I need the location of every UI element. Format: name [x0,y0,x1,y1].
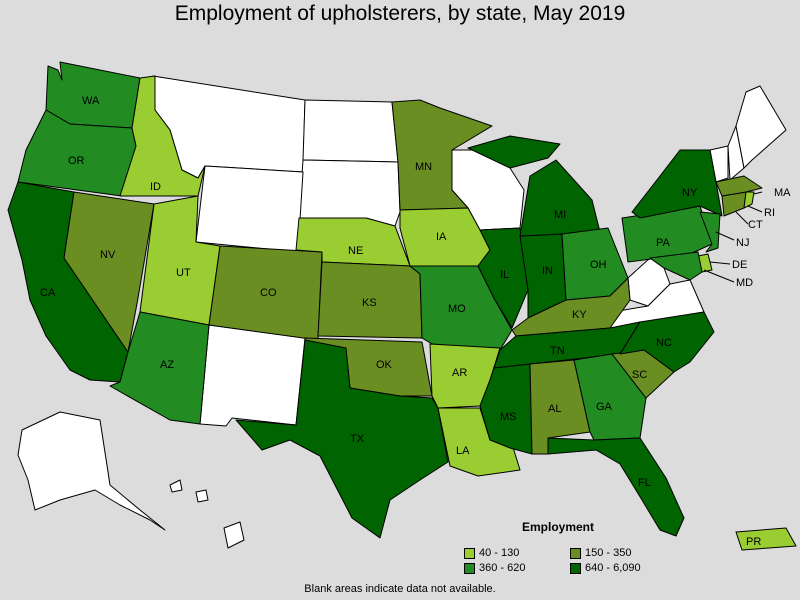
label-FL: FL [638,477,651,489]
state-NY [631,149,723,219]
state-MN [391,99,493,211]
label-TX: TX [350,433,365,445]
legend-swatch-3 [464,562,475,574]
label-CA: CA [40,287,56,299]
label-ID: ID [150,181,161,193]
state-TX [235,339,449,539]
state-AK [17,411,166,531]
state-HI [169,479,245,549]
label-NE: NE [348,245,363,257]
label-IN: IN [542,265,553,277]
state-FL [547,437,685,537]
label-RI: RI [764,207,775,219]
label-AL: AL [548,403,561,415]
legend-label-2: 150 - 350 [585,547,632,559]
state-ID [119,75,206,197]
label-WA: WA [82,95,100,107]
label-OH: OH [590,259,607,271]
label-MA: MA [774,187,791,199]
state-AZ [109,311,210,425]
legend-label-3: 360 - 620 [479,562,526,574]
state-RI [743,191,755,209]
label-GA: GA [596,401,613,413]
state-NC [619,311,715,373]
state-WY [195,165,304,253]
map-title: Employment of upholsterers, by state, Ma… [174,2,626,25]
label-KY: KY [572,309,587,321]
legend-swatch-2 [570,547,581,559]
label-AR: AR [452,367,467,379]
label-IA: IA [436,231,447,243]
legend-swatch-1 [464,547,475,559]
legend-label-4: 640 - 6,090 [585,562,641,574]
label-OK: OK [376,359,393,371]
label-CO: CO [260,287,277,299]
label-AZ: AZ [160,359,174,371]
legend-item-3: 360 - 620 [464,562,525,574]
label-MD: MD [736,277,753,289]
label-KS: KS [362,297,377,309]
state-MD [649,251,703,281]
label-NV: NV [100,249,116,261]
label-SC: SC [632,369,647,381]
label-MI: MI [554,209,566,221]
state-PR [735,527,797,551]
state-SD [298,159,401,227]
legend-swatch-4 [570,562,581,574]
label-MS: MS [500,411,517,423]
state-NJ [699,211,721,253]
legend-item-4: 640 - 6,090 [570,562,641,574]
state-NV [63,191,155,353]
label-OR: OR [68,155,85,167]
label-CT: CT [748,219,763,231]
label-NJ: NJ [736,237,749,249]
state-MA [715,175,763,197]
legend-title: Employment [522,520,595,534]
state-NM [199,324,306,427]
legend-label-1: 40 - 130 [479,547,520,559]
label-TN: TN [550,345,565,357]
label-DE: DE [732,259,747,271]
label-NY: NY [682,187,698,199]
label-IL: IL [500,269,509,281]
label-MO: MO [448,303,466,315]
legend-item-2: 150 - 350 [570,547,631,559]
label-PR: PR [746,536,761,548]
label-MN: MN [415,161,432,173]
state-ME [735,85,787,169]
label-LA: LA [456,445,470,457]
legend-item-1: 40 - 130 [464,547,519,559]
label-NC: NC [656,337,672,349]
label-UT: UT [176,267,191,279]
footnote: Blank areas indicate data not available. [304,583,496,595]
state-ND [302,99,399,163]
label-PA: PA [656,237,671,249]
